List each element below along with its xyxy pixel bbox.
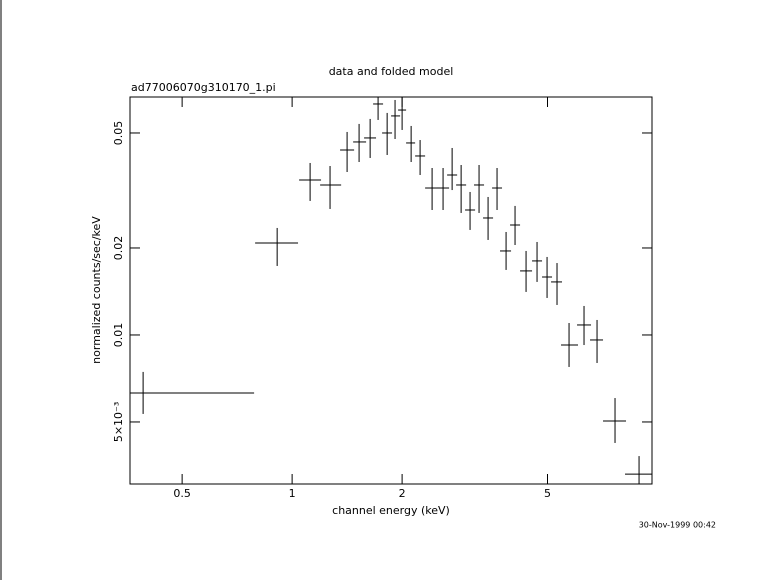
chart-subtitle: ad77006070g310170_1.pi <box>131 81 276 94</box>
x-tick-label: 0.5 <box>173 487 191 500</box>
x-tick-label: 5 <box>544 487 551 500</box>
x-axis-label: channel energy (keV) <box>332 504 450 517</box>
footer-timestamp: 30-Nov-1999 00:42 <box>639 521 716 530</box>
y-tick-label: 0.05 <box>112 121 125 146</box>
data-layer <box>130 97 652 484</box>
y-tick-label: 5×10⁻³ <box>112 402 125 442</box>
x-tick-label: 1 <box>289 487 296 500</box>
chart-title: data and folded model <box>329 65 454 78</box>
x-tick-label: 2 <box>399 487 406 500</box>
y-axis-label: normalized counts/sec/keV <box>90 216 103 364</box>
y-tick-label: 0.02 <box>112 236 125 260</box>
plot-frame <box>129 96 653 485</box>
y-tick-label: 0.01 <box>112 323 125 348</box>
